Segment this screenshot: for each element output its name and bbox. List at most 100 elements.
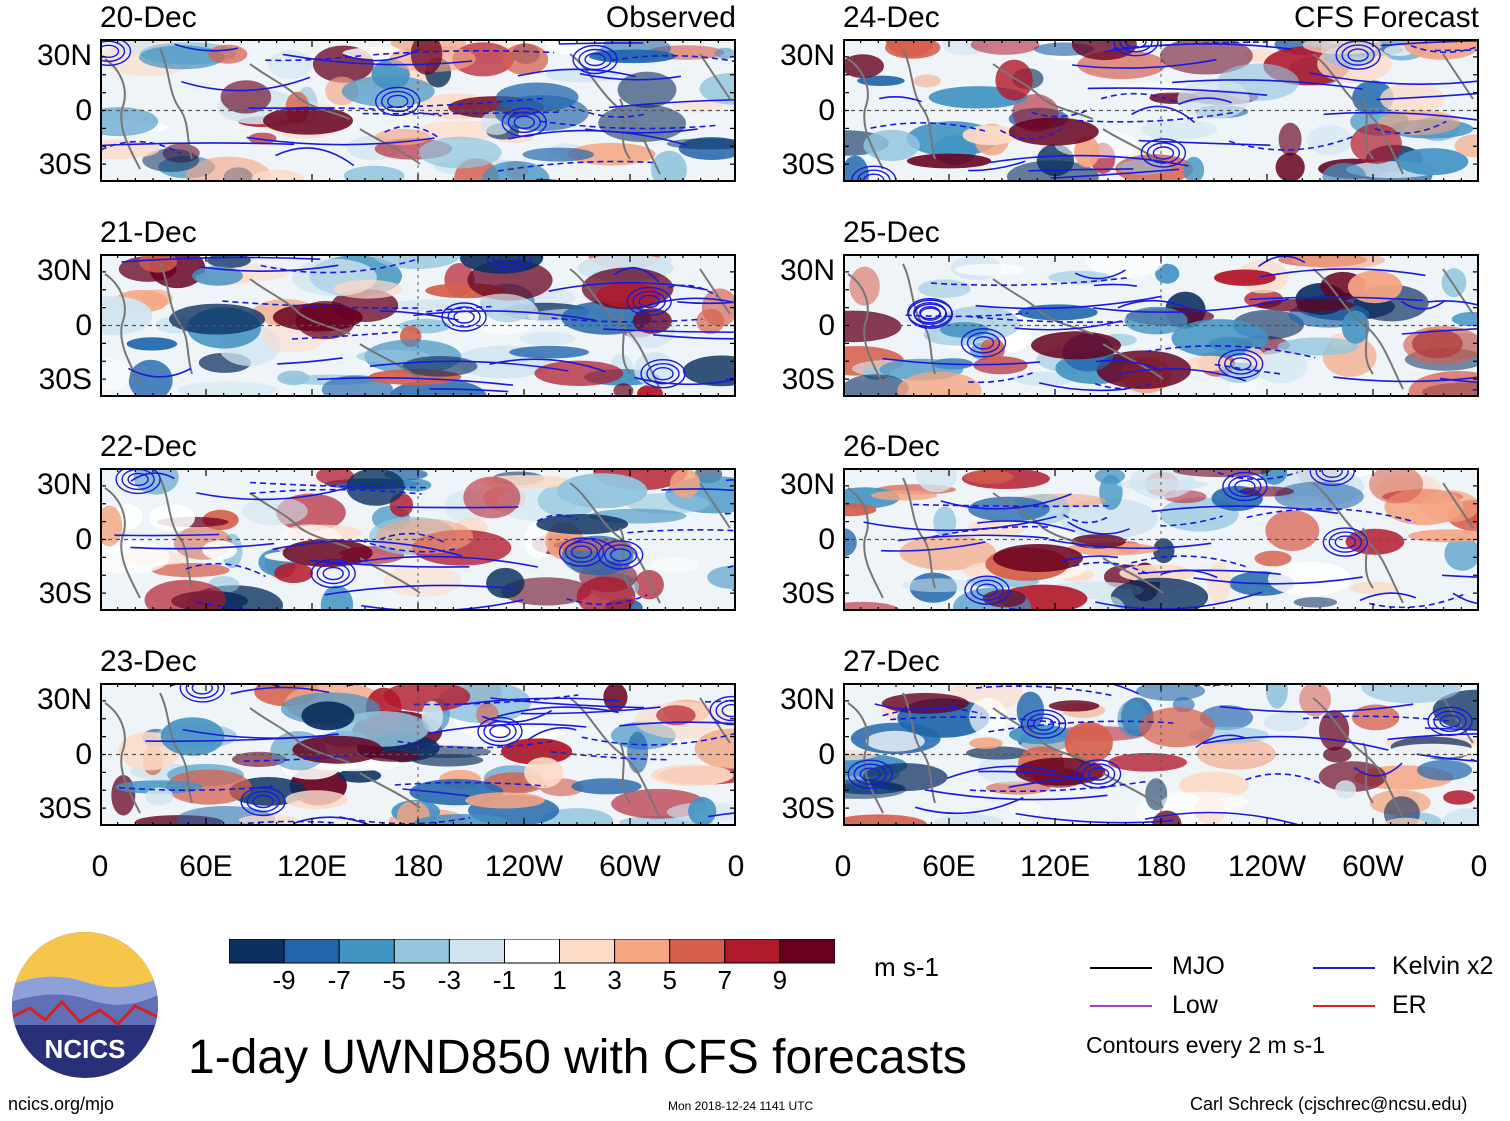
kelvin-contour	[1151, 505, 1339, 515]
anomaly-cell	[1454, 134, 1479, 158]
anomaly-cell	[1196, 737, 1276, 770]
colorbar-swatch	[338, 938, 395, 964]
anomaly-cell	[1361, 683, 1461, 704]
anomaly-cell	[557, 473, 648, 509]
kelvin-contour	[181, 76, 311, 92]
kelvin-contour-loop	[185, 683, 219, 699]
kelvin-contour	[128, 367, 192, 378]
westerly-anomaly-core	[993, 544, 1084, 572]
coastline	[902, 692, 936, 804]
kelvin-contour	[1333, 376, 1479, 383]
kelvin-contour	[1376, 92, 1479, 101]
kelvin-contour	[905, 312, 1029, 318]
westerly-anomaly-core	[1008, 117, 1099, 146]
forecast-panel-27-Dec	[843, 683, 1479, 826]
kelvin-contour-loop	[604, 544, 638, 566]
lat-tick-label: 30S	[781, 362, 835, 396]
coastline	[1362, 313, 1374, 375]
anomaly-cell	[1094, 468, 1126, 484]
kelvin-contour	[196, 486, 352, 501]
kelvin-contour-loop	[976, 583, 998, 597]
anomaly-cell	[1277, 337, 1359, 356]
coastline	[699, 268, 731, 315]
kelvin-contour	[114, 533, 220, 537]
kelvin-contour	[1359, 592, 1417, 602]
coastline	[159, 692, 193, 804]
kelvin-contour	[581, 732, 736, 746]
site-link[interactable]: ncics.org/mjo	[8, 1094, 115, 1114]
anomaly-cell	[1349, 581, 1400, 595]
colorbar-swatch	[228, 938, 285, 964]
ncics-logo: NCICS	[10, 930, 160, 1080]
lat-tick-label: 30N	[779, 468, 835, 502]
anomaly-cell	[1117, 479, 1209, 490]
kelvin-contour	[1401, 327, 1479, 335]
anomaly-cell	[383, 564, 462, 597]
kelvin-contour	[1258, 255, 1306, 268]
kelvin-contour	[579, 72, 682, 81]
anomaly-cell	[1403, 326, 1479, 365]
anomaly-cell	[913, 74, 941, 88]
kelvin-contour-loop	[246, 790, 280, 813]
kelvin-contour-loop	[1218, 349, 1264, 379]
anomaly-cell	[617, 71, 677, 108]
anomaly-cell	[682, 355, 736, 387]
anomaly-cell	[418, 136, 502, 169]
anomaly-cell	[145, 787, 174, 806]
colorbar-tick-label: 9	[772, 965, 788, 995]
lat-tick-label: 30N	[779, 39, 835, 73]
coastline	[1102, 343, 1164, 380]
kelvin-contour	[569, 105, 648, 118]
forecast-panel-26-Dec	[843, 468, 1479, 611]
anomaly-cell	[208, 44, 248, 64]
kelvin-contour	[459, 697, 620, 706]
anomaly-cell	[341, 75, 435, 107]
anomaly-cell	[917, 279, 971, 298]
anomaly-cell	[1136, 683, 1206, 701]
anomaly-cell	[501, 738, 573, 765]
lat-tick-label: 0	[75, 737, 92, 771]
coastline	[847, 273, 884, 385]
lon-tick-label: 120E	[1019, 850, 1091, 883]
kelvin-contour	[379, 532, 448, 545]
anomaly-cell	[1382, 817, 1428, 826]
kelvin-contour	[317, 377, 514, 386]
anomaly-cell	[626, 493, 710, 514]
anomaly-cell	[596, 282, 660, 308]
kelvin-contour-loop	[1152, 146, 1175, 160]
kelvin-contour-loop	[570, 545, 593, 559]
lat-tick-label: 30N	[36, 254, 92, 288]
anomaly-cell	[970, 39, 1040, 55]
kelvin-contour	[550, 750, 669, 761]
kelvin-contour	[1131, 555, 1248, 568]
colorbar-swatch	[504, 938, 561, 964]
kelvin-contour	[932, 525, 1049, 538]
colorbar-swatch	[724, 938, 781, 964]
colorbar-tick-label: -3	[437, 965, 461, 995]
anomaly-cell	[934, 814, 1003, 826]
timestamp: Mon 2018-12-24 1141 UTC	[668, 1099, 814, 1113]
kelvin-contour-loop	[453, 310, 475, 324]
kelvin-contour-loop	[1433, 710, 1467, 732]
wind-anomaly-field	[100, 468, 736, 611]
anomaly-cell	[980, 337, 1005, 362]
kelvin-contour	[931, 276, 1130, 286]
coastline	[619, 527, 631, 589]
lon-tick-label: 60W	[1342, 850, 1404, 883]
kelvin-contour-loop	[1140, 138, 1187, 168]
lon-tick-label: 60E	[922, 850, 976, 883]
kelvin-contour	[1144, 811, 1306, 826]
lat-tick-label: 30S	[38, 576, 92, 610]
colorbar-swatch	[779, 938, 836, 964]
anomaly-cell	[141, 289, 173, 308]
kelvin-contour	[429, 388, 509, 393]
kelvin-contour	[277, 357, 343, 365]
wind-anomaly-field	[100, 39, 736, 182]
legend-line-low	[1090, 1005, 1152, 1007]
anomaly-cell	[707, 565, 736, 589]
kelvin-contour	[489, 358, 606, 373]
kelvin-contour	[968, 372, 1033, 384]
anomaly-cell	[1417, 759, 1472, 781]
kelvin-contour	[1452, 592, 1479, 605]
kelvin-contour	[890, 716, 1067, 725]
